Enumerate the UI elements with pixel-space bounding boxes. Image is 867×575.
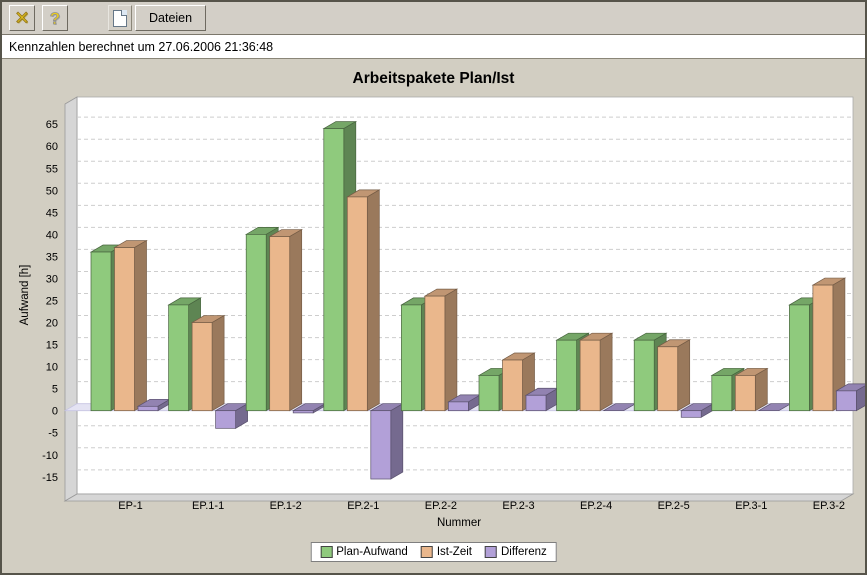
bar-ist-zeit (191, 322, 213, 412)
x-category-label: EP.2-3 (502, 500, 534, 512)
status-text: Kennzahlen berechnet um 27.06.2006 21:36… (9, 39, 274, 54)
bar-differenz-side (390, 403, 404, 480)
legend-item: Plan-Aufwand (320, 546, 408, 558)
document-fold-corner (121, 9, 127, 16)
x-category-label: EP.2-4 (580, 500, 612, 512)
bar-plan-aufwand (711, 375, 733, 412)
bar-chart-plot: -15 -10 -5 0 5 10 15 20 25 30 35 40 45 50 55 60 65 EP-1 EP… (2, 95, 865, 537)
bar-differenz (525, 394, 547, 412)
bar-differenz (836, 390, 857, 412)
bar-ist-zeit (114, 247, 135, 412)
bar-ist-zeit (812, 284, 834, 412)
bar-ist-zeit-side (134, 239, 147, 412)
x-category-label: EP.2-1 (347, 500, 379, 512)
legend-label: Plan-Aufwand (336, 546, 408, 558)
toolbar: ✕ ? Dateien (2, 2, 865, 35)
y-tick-label: 0 (52, 406, 58, 418)
bar-differenz (448, 401, 469, 412)
x-category-label: EP.1-2 (270, 500, 302, 512)
y-tick-label: 15 (46, 340, 58, 352)
bar-ist-zeit-side (677, 339, 691, 412)
legend-swatch (420, 546, 433, 558)
bar-plan-aufwand (401, 304, 422, 412)
plot-left-wall (64, 96, 78, 502)
bar-plan-aufwand (245, 234, 267, 412)
y-tick-label: 5 (52, 384, 58, 396)
y-tick-label: 45 (46, 207, 58, 219)
legend-item: Ist-Zeit (420, 546, 472, 558)
bar-differenz (215, 410, 236, 429)
bar-plan-aufwand (90, 251, 112, 412)
y-tick-label: 55 (46, 163, 58, 175)
bar-ist-zeit-side (599, 332, 613, 412)
dateien-button[interactable]: Dateien (135, 5, 207, 31)
bar-differenz (680, 410, 702, 418)
close-icon: ✕ (14, 8, 30, 28)
y-axis-title: Aufwand [h] (19, 265, 31, 326)
x-category-label: EP.3-1 (735, 500, 767, 512)
bar-ist-zeit (579, 339, 601, 412)
y-tick-label: -10 (42, 450, 58, 462)
bar-plan-aufwand (168, 304, 189, 412)
bar-ist-zeit (734, 375, 756, 412)
chart-panel: Arbeitspakete Plan/Ist -15 -10 -5 0 5 10 15 20 2… (2, 59, 865, 573)
plot-back-wall (76, 96, 854, 495)
y-tick-label: 30 (46, 273, 58, 285)
legend-swatch (320, 546, 333, 558)
bar-ist-zeit (657, 346, 679, 412)
status-bar: Kennzahlen berechnet um 27.06.2006 21:36… (2, 35, 865, 59)
legend-label: Ist-Zeit (436, 546, 472, 558)
plot-floor (63, 493, 855, 502)
y-tick-label: 50 (46, 185, 58, 197)
document-icon (113, 9, 127, 27)
bar-ist-zeit-side (754, 367, 768, 412)
x-category-label: EP.1-1 (192, 500, 224, 512)
bar-ist-zeit-side (444, 288, 458, 412)
bar-plan-aufwand (323, 128, 345, 412)
y-tick-label: 25 (46, 296, 58, 308)
y-tick-label: 10 (46, 362, 58, 374)
bar-ist-zeit (502, 359, 523, 412)
x-category-label: EP.3-2 (813, 500, 845, 512)
new-document-button[interactable] (108, 5, 132, 31)
y-tick-label: 20 (46, 318, 58, 330)
x-category-label: EP.2-5 (658, 500, 690, 512)
y-tick-label: -15 (42, 472, 58, 484)
x-axis-title: Nummer (437, 517, 481, 529)
y-tick-label: 65 (46, 119, 58, 131)
y-tick-label: -5 (48, 428, 58, 440)
bar-ist-zeit-side (211, 314, 225, 412)
x-category-label: EP-1 (118, 500, 142, 512)
chart-title: Arbeitspakete Plan/Ist (352, 70, 515, 87)
bar-ist-zeit (269, 236, 291, 412)
legend-label: Differenz (500, 546, 547, 558)
bar-differenz (292, 410, 314, 414)
close-button[interactable]: ✕ (9, 5, 35, 31)
bar-ist-zeit-side (289, 228, 303, 412)
bar-ist-zeit (346, 196, 368, 412)
y-tick-label: 60 (46, 141, 58, 153)
x-category-label: EP.2-2 (425, 500, 457, 512)
bar-ist-zeit (424, 295, 446, 412)
bar-plan-aufwand (556, 339, 577, 412)
bar-ist-zeit-side (366, 189, 380, 412)
bar-differenz (137, 405, 159, 412)
y-tick-label: 40 (46, 229, 58, 241)
legend-swatch (484, 546, 497, 558)
chart-legend: Plan-Aufwand Ist-Zeit Differenz (310, 542, 557, 562)
help-button[interactable]: ? (42, 5, 68, 31)
y-tick-label: 35 (46, 251, 58, 263)
help-icon: ? (49, 8, 61, 28)
legend-item: Differenz (484, 546, 547, 558)
bar-plan-aufwand (789, 304, 810, 412)
bar-differenz (370, 410, 392, 480)
bar-plan-aufwand (633, 339, 655, 412)
bar-plan-aufwand (478, 375, 500, 412)
